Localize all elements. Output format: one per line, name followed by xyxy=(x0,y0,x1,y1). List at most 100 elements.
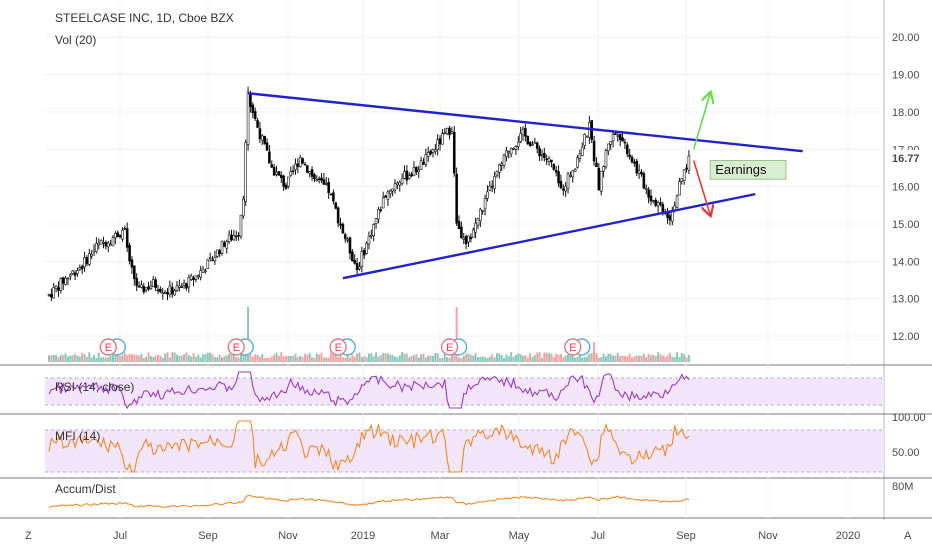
timezone-button[interactable]: Z xyxy=(25,530,32,542)
candle-body xyxy=(249,93,252,107)
volume-bar xyxy=(337,357,340,362)
candle-body xyxy=(490,185,494,188)
volume-bar xyxy=(133,354,136,362)
volume-bar xyxy=(484,357,487,362)
candle-body xyxy=(125,228,129,248)
candle-body xyxy=(166,292,169,295)
candle-body xyxy=(595,162,598,168)
volume-bar xyxy=(638,355,641,362)
volume-bar xyxy=(379,355,382,362)
volume-bar xyxy=(585,356,588,362)
candle-body xyxy=(239,214,243,237)
volume-bar xyxy=(183,354,186,362)
volume-bar xyxy=(415,354,418,362)
candle-body xyxy=(298,157,302,167)
candle-body xyxy=(242,198,245,217)
volume-bar xyxy=(258,356,261,362)
volume-bar xyxy=(479,357,482,362)
volume-bar xyxy=(313,357,316,362)
x-tick: 2020 xyxy=(836,530,860,542)
volume-bar xyxy=(263,357,266,362)
volume-bar xyxy=(567,354,570,362)
volume-bar xyxy=(318,354,321,362)
candle-body xyxy=(547,158,551,162)
candle-body xyxy=(505,150,508,157)
volume-bar xyxy=(455,307,458,362)
candle-body xyxy=(206,259,210,269)
candle-body xyxy=(133,265,136,280)
volume-bar xyxy=(249,353,252,362)
candle-body xyxy=(391,188,394,192)
volume-bar xyxy=(673,357,676,362)
volume-bar xyxy=(581,357,584,362)
candle-body xyxy=(201,268,205,273)
volume-bar xyxy=(285,356,287,362)
candle-body xyxy=(291,170,295,173)
volume-bar xyxy=(678,357,681,362)
volume-bar xyxy=(356,353,359,362)
candle-body xyxy=(59,278,63,291)
candle-body xyxy=(287,176,290,187)
indicator-panes xyxy=(45,371,884,509)
candle-body xyxy=(644,187,648,190)
candle-body xyxy=(360,251,364,267)
volume-bar xyxy=(574,357,577,362)
volume-bar xyxy=(685,357,688,362)
candle-body xyxy=(370,235,373,237)
volume-bar xyxy=(507,356,510,362)
candle-body xyxy=(199,270,202,278)
candle-body xyxy=(678,181,681,196)
auto-scale-button[interactable]: A xyxy=(904,530,912,542)
candle-body xyxy=(313,174,316,180)
candle-body xyxy=(381,197,385,209)
rsi-band xyxy=(45,378,884,405)
price-tick: 14.00 xyxy=(892,256,920,268)
x-tick: Nov xyxy=(278,530,298,542)
volume-bar xyxy=(187,355,190,362)
trendline-upper xyxy=(247,92,803,153)
volume-bar xyxy=(505,354,508,362)
candle-body xyxy=(668,215,672,221)
volume-bar xyxy=(74,354,77,362)
volume-bar xyxy=(273,354,276,362)
candle-body xyxy=(396,182,399,186)
volume-bar xyxy=(334,353,337,362)
candle-body xyxy=(576,157,579,168)
candle-body xyxy=(170,286,174,295)
volume-bar xyxy=(604,356,607,362)
volume-bar xyxy=(458,357,461,362)
candle-body xyxy=(182,282,186,286)
volume-bar xyxy=(173,352,176,362)
candle-body xyxy=(464,236,468,245)
volume-bar xyxy=(244,353,247,362)
candle-body xyxy=(215,249,219,257)
volume-bar xyxy=(213,357,216,362)
volume-bar xyxy=(211,354,214,362)
candle-body xyxy=(561,188,565,191)
mfi-tick: 50.00 xyxy=(892,447,920,459)
earnings-marker-label: E xyxy=(446,342,453,354)
candle-body xyxy=(438,138,442,145)
x-tick: 2019 xyxy=(351,530,375,542)
volume-bar xyxy=(311,357,314,362)
volume-bar xyxy=(531,356,534,362)
candle-body xyxy=(374,218,378,224)
candle-body xyxy=(436,139,439,150)
candle-body xyxy=(310,169,314,177)
candle-body xyxy=(260,135,264,141)
candle-body xyxy=(272,167,276,176)
volume-bar xyxy=(268,357,271,362)
volume-bar xyxy=(332,353,335,362)
candle-body xyxy=(500,163,503,166)
volume-bar xyxy=(386,353,389,362)
volume-bar xyxy=(62,355,65,362)
trendlines xyxy=(247,92,803,280)
candle-body xyxy=(557,171,560,184)
volume-bar xyxy=(372,356,375,362)
volume-bar xyxy=(382,353,385,362)
candle-body xyxy=(550,159,553,163)
volume-bar xyxy=(230,354,233,362)
candle-body xyxy=(448,127,451,136)
